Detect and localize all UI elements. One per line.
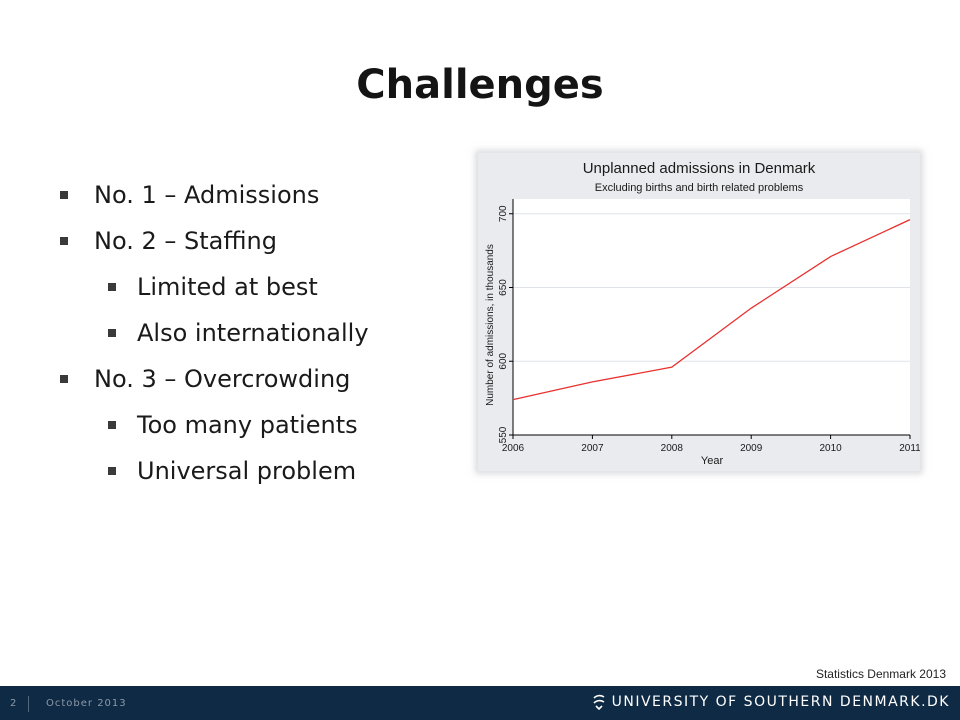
x-tick-label: 2011 (899, 443, 920, 454)
square-bullet-icon (60, 191, 68, 199)
bullet-text: No. 2 – Staffing (94, 227, 277, 255)
admissions-series-line (512, 219, 911, 401)
footer-divider (28, 696, 29, 712)
chart-subtitle: Excluding births and birth related probl… (595, 182, 804, 194)
bullet-item: No. 2 – Staffing (58, 218, 369, 264)
axis-ticks: 550 600 650 700 2006 2007 2008 2009 2010 2011 (498, 205, 920, 454)
x-tick-label: 2006 (502, 443, 525, 454)
sub-bullet-item: Also internationally (58, 310, 369, 356)
bullet-text: Too many patients (137, 411, 358, 439)
square-bullet-icon (108, 467, 116, 475)
chart-title: Unplanned admissions in Denmark (583, 160, 816, 177)
x-tick-label: 2009 (740, 443, 763, 454)
plot-area (513, 199, 910, 435)
y-tick-label: 650 (498, 279, 509, 296)
sub-bullet-item: Limited at best (58, 264, 369, 310)
page-number: 2 (10, 698, 17, 709)
bullet-list: No. 1 – Admissions No. 2 – Staffing Limi… (58, 172, 369, 494)
y-tick-label: 700 (498, 205, 509, 222)
source-caption: Statistics Denmark 2013 (815, 667, 946, 681)
square-bullet-icon (60, 237, 68, 245)
x-tick-label: 2010 (819, 443, 842, 454)
y-axis-label: Number of admissions, in thousands (485, 244, 496, 406)
square-bullet-icon (108, 283, 116, 291)
square-bullet-icon (108, 329, 116, 337)
sdu-logo-icon (593, 694, 605, 710)
admissions-chart-svg: Unplanned admissions in Denmark Excludin… (485, 160, 920, 467)
sub-bullet-item: Universal problem (58, 448, 369, 494)
slide-title: Challenges (356, 62, 604, 108)
square-bullet-icon (108, 421, 116, 429)
x-tick-label: 2008 (661, 443, 684, 454)
university-logo: UNIVERSITY OF SOUTHERN DENMARK.DK (592, 694, 950, 710)
x-tick-label: 2007 (581, 443, 604, 454)
bullet-text: Also internationally (137, 319, 369, 347)
bullet-text: Universal problem (137, 457, 357, 485)
footer-date: October 2013 (46, 698, 127, 709)
footer-bar: 2 October 2013 UNIVERSITY OF SOUTHERN DE… (0, 686, 960, 720)
bullet-item: No. 3 – Overcrowding (58, 356, 369, 402)
bullet-text: No. 3 – Overcrowding (94, 365, 351, 393)
x-axis-label: Year (701, 455, 724, 467)
bullet-text: Limited at best (137, 273, 318, 301)
admissions-chart: Unplanned admissions in Denmark Excludin… (478, 153, 920, 471)
y-tick-label: 600 (498, 352, 509, 369)
logo-text: UNIVERSITY OF SOUTHERN DENMARK.DK (611, 694, 950, 710)
bullet-text: No. 1 – Admissions (94, 181, 320, 209)
square-bullet-icon (60, 375, 68, 383)
bullet-item: No. 1 – Admissions (58, 172, 369, 218)
y-tick-label: 550 (498, 426, 509, 443)
sub-bullet-item: Too many patients (58, 402, 369, 448)
